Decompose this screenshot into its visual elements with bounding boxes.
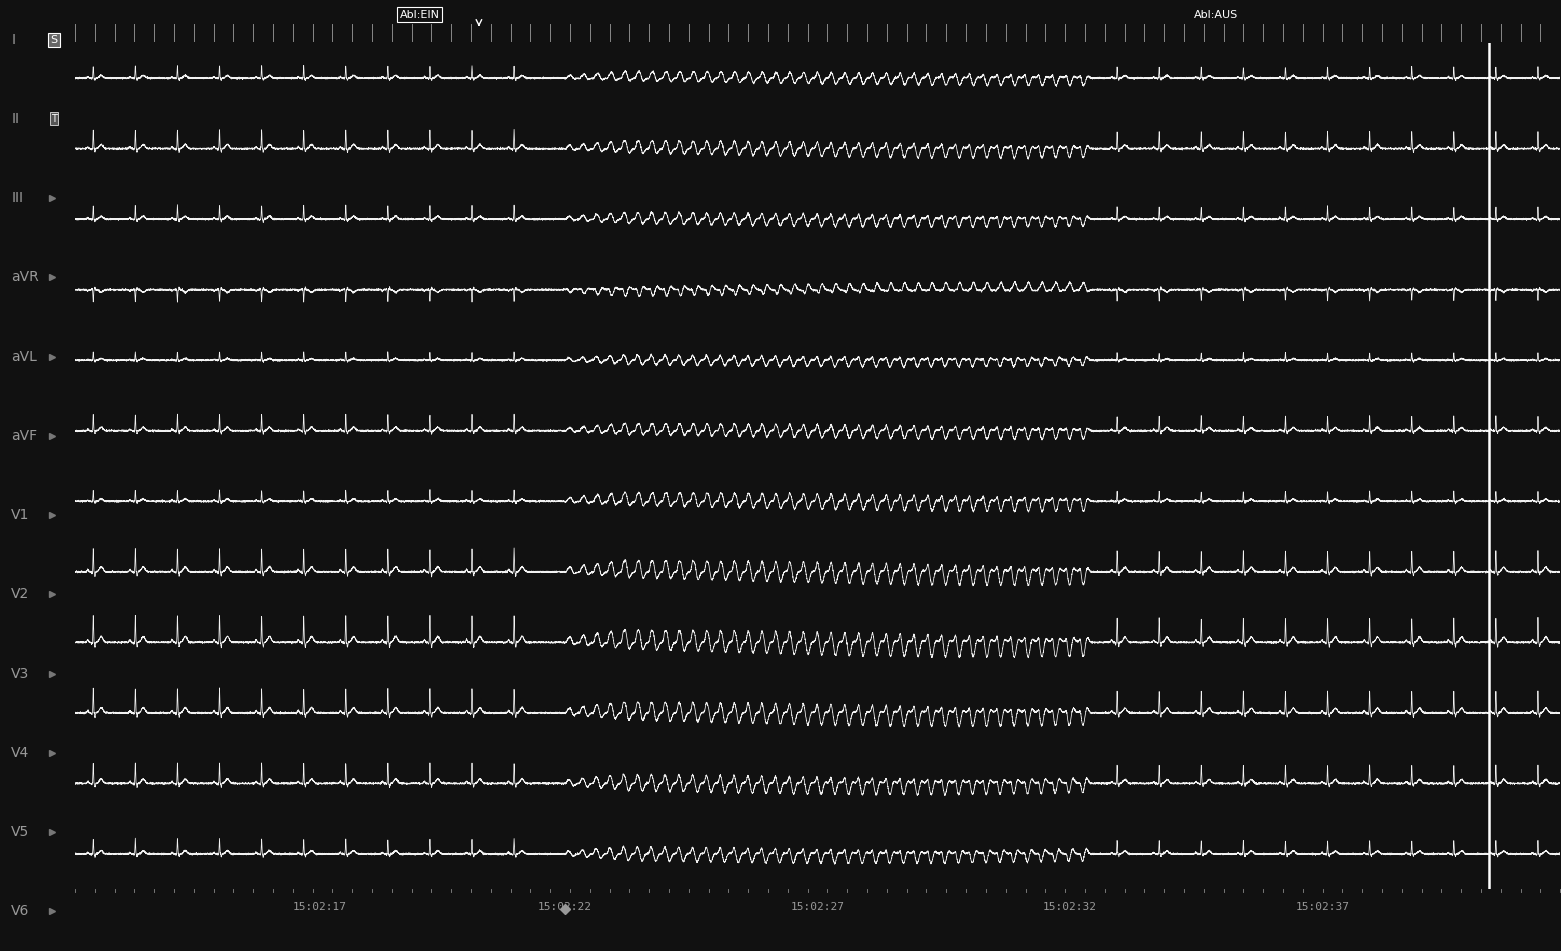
Text: I: I <box>11 32 16 47</box>
Text: Abl:AUS: Abl:AUS <box>1194 10 1238 20</box>
Text: 15:02:32: 15:02:32 <box>1043 902 1097 912</box>
Text: aVF: aVF <box>11 429 37 443</box>
Text: V6: V6 <box>11 904 30 919</box>
Text: 15:02:27: 15:02:27 <box>790 902 845 912</box>
Text: II: II <box>11 112 19 126</box>
Text: V5: V5 <box>11 825 30 839</box>
Text: T: T <box>52 114 56 124</box>
Text: V3: V3 <box>11 667 30 681</box>
Text: 15:02:17: 15:02:17 <box>293 902 347 912</box>
Text: 15:02:37: 15:02:37 <box>1296 902 1350 912</box>
Text: S: S <box>50 34 58 45</box>
Text: V4: V4 <box>11 746 30 760</box>
Text: aVL: aVL <box>11 350 37 363</box>
Text: 15:02:22: 15:02:22 <box>539 902 592 912</box>
Text: V2: V2 <box>11 588 30 601</box>
Text: V1: V1 <box>11 508 30 522</box>
Text: III: III <box>11 191 23 205</box>
Text: Abl:EIN: Abl:EIN <box>400 10 440 20</box>
Text: aVR: aVR <box>11 270 39 284</box>
